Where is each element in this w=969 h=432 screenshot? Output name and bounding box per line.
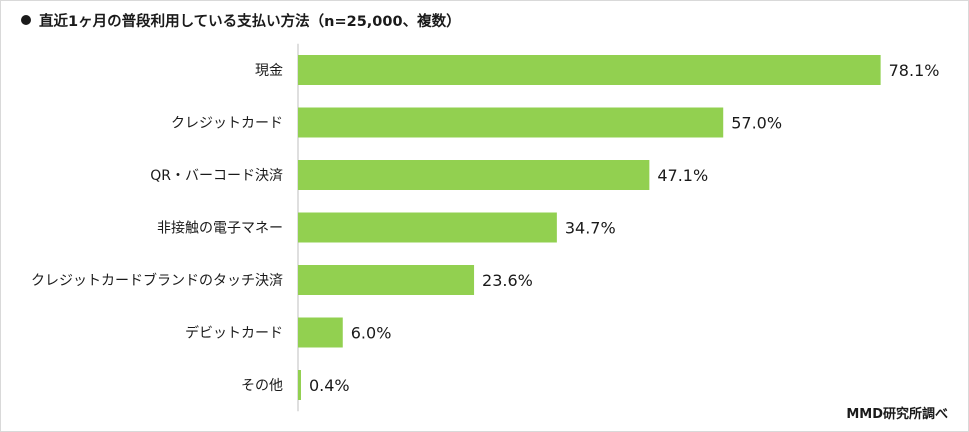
bar	[298, 265, 475, 295]
category-label: クレジットカード	[171, 116, 283, 132]
bar	[298, 212, 557, 243]
source-note: MMD研究所調べ	[846, 407, 948, 422]
bar	[298, 370, 301, 400]
category-label: デビットカード	[185, 325, 283, 342]
category-label: 非接触の電子マネー	[157, 220, 283, 237]
bar	[298, 317, 343, 348]
chart-title: 直近1ヶ月の普段利用している支払い方法（n=25,000、複数）	[39, 13, 461, 30]
value-label: 6.0%	[351, 324, 392, 343]
value-label: 0.4%	[309, 376, 350, 395]
value-label: 23.6%	[482, 271, 533, 290]
bullet-icon	[21, 15, 31, 25]
value-label: 47.1%	[657, 166, 708, 185]
bar	[298, 107, 724, 138]
bar	[298, 160, 650, 190]
value-label: 78.1%	[889, 61, 940, 80]
category-label: QR・バーコード決済	[150, 168, 283, 184]
value-label: 34.7%	[565, 219, 616, 238]
value-label: 57.0%	[731, 114, 782, 133]
category-label: クレジットカードブランドのタッチ決済	[31, 272, 283, 289]
chart-title-row: 直近1ヶ月の普段利用している支払い方法（n=25,000、複数）	[21, 8, 461, 32]
bar	[298, 55, 881, 85]
category-label: 現金	[255, 63, 283, 79]
category-label: その他	[241, 378, 283, 394]
